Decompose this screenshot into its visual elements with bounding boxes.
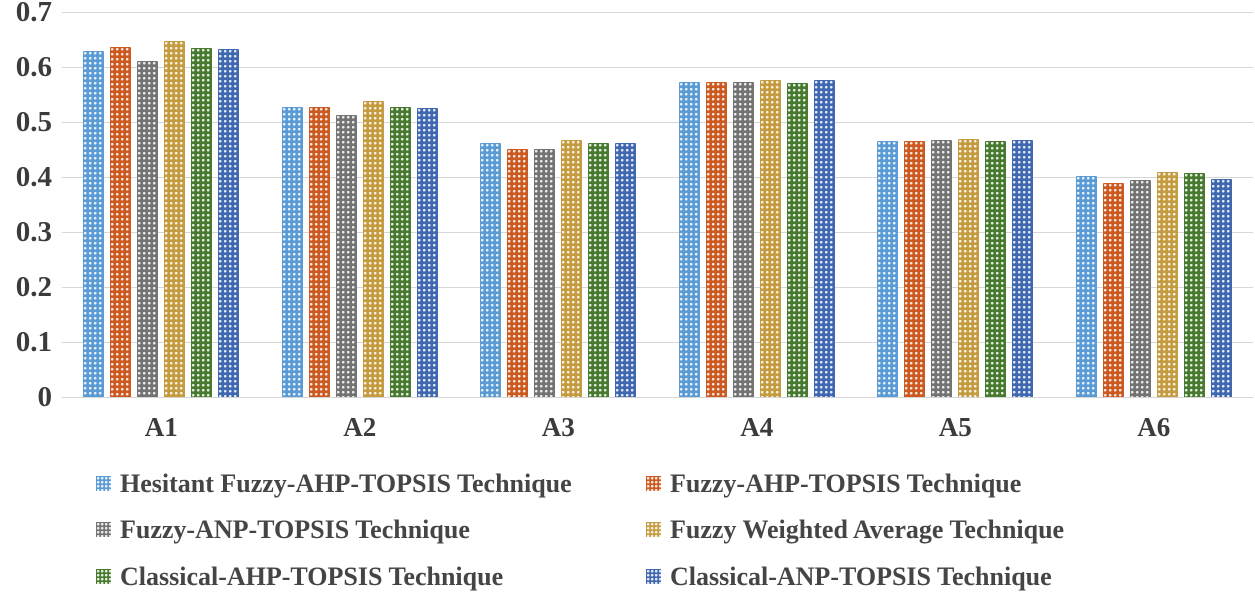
- bar-a6-series-5: [1183, 173, 1205, 397]
- legend-swatch-icon: [646, 476, 661, 492]
- bar-a6-series-3: [1129, 179, 1151, 397]
- legend-item-1: Hesitant Fuzzy-AHP-TOPSIS Technique: [96, 470, 646, 497]
- gridline: [62, 122, 1253, 123]
- bar-a6-series-2: [1102, 183, 1124, 397]
- bar-groups: [62, 12, 1253, 397]
- bar-a2-series-3: [335, 115, 357, 397]
- bar-a3-series-3: [534, 148, 556, 397]
- bar-a5-series-2: [904, 140, 926, 397]
- x-axis-category-label: A6: [1137, 412, 1171, 442]
- bar-a3-series-6: [615, 142, 637, 397]
- bar-group-a6: [1055, 12, 1254, 397]
- legend-swatch-icon: [96, 476, 111, 492]
- legend-item-2: Fuzzy-AHP-TOPSIS Technique: [646, 470, 1236, 497]
- legend-swatch-icon: [646, 522, 661, 538]
- gridline: [62, 67, 1253, 68]
- legend-label: Fuzzy-AHP-TOPSIS Technique: [670, 469, 1022, 498]
- plot-area: [62, 12, 1253, 398]
- bar-group-a1: [62, 12, 261, 397]
- gridline: [62, 342, 1253, 343]
- bar-a4-series-5: [786, 82, 808, 397]
- legend-label: Classical-ANP-TOPSIS Technique: [670, 561, 1052, 591]
- bar-a5-series-1: [877, 140, 899, 397]
- bar-a4-series-1: [678, 82, 700, 397]
- bar-a5-series-4: [958, 139, 980, 397]
- gridline: [62, 12, 1253, 13]
- gridline: [62, 397, 1253, 398]
- legend-item-6: Classical-ANP-TOPSIS Technique: [646, 561, 1236, 591]
- y-axis-tick-label: 0.5: [15, 106, 52, 138]
- legend-item-3: Fuzzy-ANP-TOPSIS Technique: [96, 515, 646, 545]
- bar-a2-series-6: [416, 107, 438, 397]
- bar-a5-series-3: [931, 140, 953, 397]
- bar-a6-series-6: [1210, 179, 1232, 397]
- bar-a4-series-3: [732, 82, 754, 397]
- bar-a2-series-4: [362, 100, 384, 397]
- bar-a1-series-5: [191, 47, 213, 397]
- bar-a3-series-1: [480, 142, 502, 397]
- bar-a3-series-5: [588, 142, 610, 397]
- y-axis-tick-label: 0.2: [15, 271, 52, 303]
- bar-a2-series-5: [389, 106, 411, 397]
- bar-a2-series-1: [281, 107, 303, 397]
- bar-a1-series-6: [218, 49, 240, 397]
- bar-a4-series-4: [759, 79, 781, 397]
- bar-a1-series-2: [110, 47, 132, 397]
- y-axis-tick-label: 0.1: [15, 326, 52, 358]
- legend-label: Classical-AHP-TOPSIS Technique: [120, 561, 504, 591]
- legend-label: Hesitant Fuzzy-AHP-TOPSIS Technique: [120, 469, 572, 498]
- bar-a5-series-5: [985, 140, 1007, 397]
- x-axis-category-label: A2: [343, 412, 377, 442]
- bar-a4-series-6: [813, 79, 835, 397]
- x-axis-category-label: A4: [740, 412, 774, 442]
- legend-label: Fuzzy-ANP-TOPSIS Technique: [120, 515, 470, 545]
- bar-group-a5: [856, 12, 1055, 397]
- legend-swatch-icon: [96, 522, 111, 538]
- bar-a3-series-2: [507, 148, 529, 397]
- x-axis-category-label: A5: [938, 412, 972, 442]
- bar-a6-series-1: [1075, 175, 1097, 397]
- bar-a6-series-4: [1156, 171, 1178, 397]
- y-axis-tick-label: 0.3: [15, 216, 52, 248]
- gridline: [62, 232, 1253, 233]
- y-axis-tick-label: 0.7: [15, 0, 52, 28]
- bar-group-a3: [459, 12, 658, 397]
- bar-a1-series-4: [164, 41, 186, 397]
- bar-a1-series-1: [83, 50, 105, 397]
- x-axis-category-label: A3: [541, 412, 575, 442]
- legend-swatch-icon: [646, 568, 661, 584]
- legend-swatch-icon: [96, 568, 111, 584]
- y-axis-tick-label: 0.4: [15, 161, 52, 193]
- bar-a4-series-2: [705, 82, 727, 397]
- bar-a5-series-6: [1012, 140, 1034, 397]
- bar-group-a2: [261, 12, 460, 397]
- x-axis-category-label: A1: [144, 412, 178, 442]
- y-axis-tick-label: 0.6: [15, 51, 52, 83]
- bar-a3-series-4: [561, 139, 583, 397]
- bar-a2-series-2: [308, 107, 330, 397]
- legend-label: Fuzzy Weighted Average Technique: [670, 515, 1065, 545]
- legend-item-4: Fuzzy Weighted Average Technique: [646, 515, 1236, 545]
- y-axis-tick-label: 0: [37, 381, 53, 413]
- bar-group-a4: [658, 12, 857, 397]
- legend-item-5: Classical-AHP-TOPSIS Technique: [96, 561, 646, 591]
- gridline: [62, 287, 1253, 288]
- gridline: [62, 177, 1253, 178]
- chart-legend: Hesitant Fuzzy-AHP-TOPSIS Technique Fuzzy…: [96, 470, 1236, 590]
- x-axis: A1 A2 A3 A4 A5 A6: [62, 412, 1253, 443]
- bar-a1-series-3: [137, 60, 159, 397]
